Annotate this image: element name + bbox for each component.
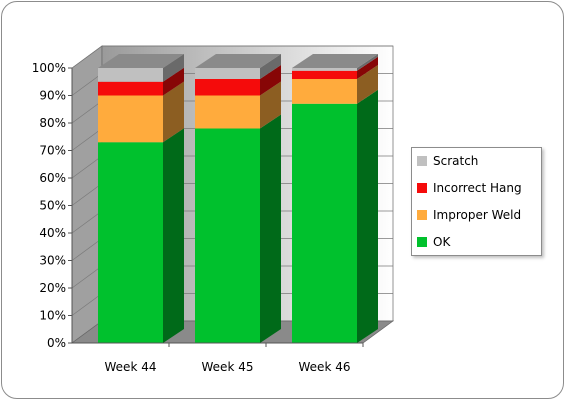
legend-label: Improper Weld: [433, 208, 522, 222]
bar-top: [195, 54, 281, 68]
legend-item: Scratch: [417, 153, 478, 169]
bar-front: [292, 70, 357, 79]
bar-segment-improper-weld: [195, 81, 281, 129]
legend-label: OK: [433, 235, 451, 249]
bar-front: [292, 79, 357, 104]
bar-side: [163, 128, 184, 343]
bar-side: [163, 54, 184, 82]
bar-side: [260, 54, 281, 79]
bar-side: [260, 81, 281, 129]
y-axis-ticks: 0% 10% 20% 30% 40% 50% 60% 70% 80% 90% 100%: [32, 61, 73, 350]
bar-segment-incorrect-hang: [292, 56, 378, 79]
x-category-label: Week 46: [299, 360, 351, 374]
legend-item: OK: [417, 234, 450, 250]
y-tick-label: 80%: [39, 116, 66, 130]
bar-front: [98, 95, 163, 143]
bar-segment-ok: [195, 114, 281, 343]
gridline: [71, 45, 393, 69]
legend-label: Incorrect Hang: [433, 181, 522, 195]
legend-item: Improper Weld: [417, 207, 521, 223]
legend-item: Incorrect Hang: [417, 180, 522, 196]
legend-swatch: [417, 210, 427, 220]
bar-segment-ok: [292, 89, 378, 343]
y-tick-label: 40%: [39, 226, 66, 240]
y-tick-label: 10%: [39, 309, 66, 323]
bars: [98, 54, 378, 343]
bar-front: [195, 128, 260, 343]
y-tick-label: 20%: [39, 281, 66, 295]
x-category-label: Week 45: [202, 360, 254, 374]
bar-side: [163, 81, 184, 143]
legend-swatch: [417, 156, 427, 166]
bar-segment-incorrect-hang: [98, 67, 184, 96]
bar-front: [195, 79, 260, 96]
bar-side: [260, 114, 281, 343]
bar-segment-improper-weld: [292, 65, 378, 104]
x-category-label: Week 44: [105, 360, 157, 374]
bar-front: [98, 142, 163, 343]
bar-segment-ok: [98, 128, 184, 343]
y-tick-label: 30%: [39, 254, 66, 268]
y-tick-label: 70%: [39, 144, 66, 158]
bar-top: [98, 54, 184, 68]
y-tick-label: 50%: [39, 199, 66, 213]
bar-side: [357, 54, 378, 71]
bar-segment-scratch: [292, 54, 378, 71]
bar-front: [98, 81, 163, 96]
bar-side: [357, 89, 378, 343]
legend-swatch: [417, 237, 427, 247]
bar-segment-improper-weld: [98, 81, 184, 143]
bar-front: [292, 68, 357, 71]
x-axis-categories: Week 44 Week 45 Week 46: [72, 342, 364, 374]
bar-segment-incorrect-hang: [195, 65, 281, 96]
legend: Scratch Incorrect Hang Improper Weld OK: [411, 147, 542, 256]
bar-front: [98, 68, 163, 82]
bar-front: [195, 95, 260, 129]
bar-front: [195, 68, 260, 79]
bar-side: [357, 65, 378, 104]
legend-swatch: [417, 183, 427, 193]
y-tick-label: 60%: [39, 171, 66, 185]
legend-label: Scratch: [433, 154, 479, 168]
bar-side: [163, 67, 184, 96]
y-tick-label: 0%: [47, 336, 66, 350]
bar-top: [292, 54, 378, 68]
y-tick-label: 100%: [32, 61, 66, 75]
chart-frame: 0% 10% 20% 30% 40% 50% 60% 70% 80% 90% 100% Week 4…: [1, 1, 564, 399]
y-tick-label: 90%: [39, 89, 66, 103]
bar-segment-scratch: [195, 54, 281, 79]
bar-front: [292, 103, 357, 343]
bar-side: [260, 65, 281, 96]
bar-segment-scratch: [98, 54, 184, 82]
bar-side: [357, 56, 378, 79]
